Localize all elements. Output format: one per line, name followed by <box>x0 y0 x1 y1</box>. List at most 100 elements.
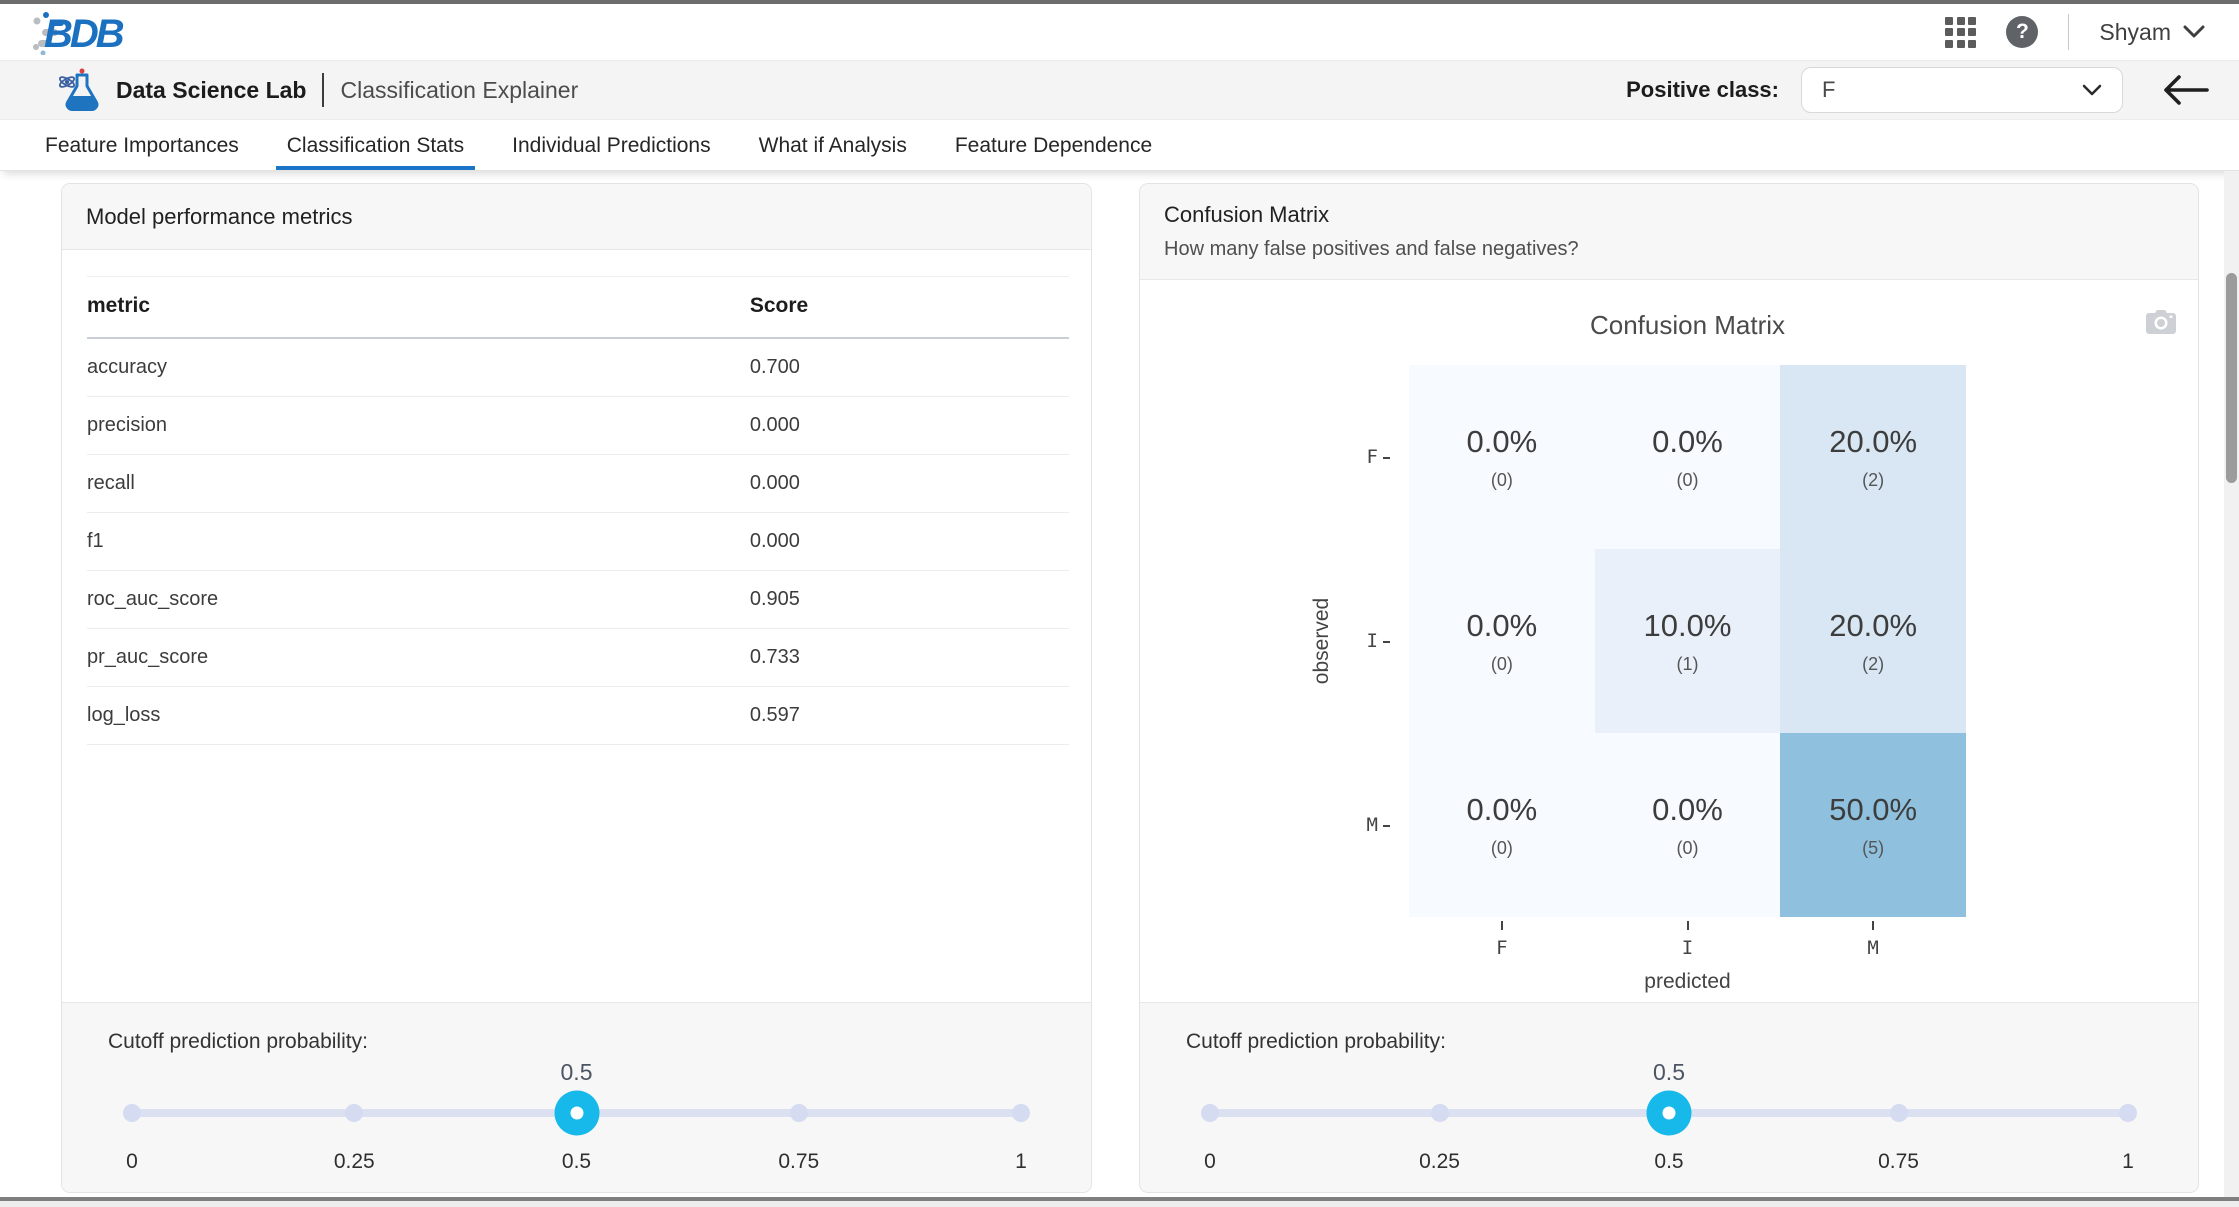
cell-count: (2) <box>1862 653 1885 674</box>
cell-percent: 0.0% <box>1466 791 1538 827</box>
cell-percent: 0.0% <box>1652 423 1723 459</box>
scrollbar-thumb[interactable] <box>2226 273 2237 483</box>
table-row: pr_auc_score 0.733 <box>87 628 1069 687</box>
confusion-matrix-header: Confusion Matrix How many false positive… <box>1140 184 2198 280</box>
page-header-left: Data Science Lab Classification Explaine… <box>58 67 578 113</box>
cutoff-panel-right: Cutoff prediction probability: 0.5 0 0.25 0.… <box>1140 1002 2198 1192</box>
tab-bar: Feature Importances Classification Stats I… <box>0 121 2239 171</box>
confusion-matrix-plot: Confusion Matrix 0.0% (0) 0.0% (0) 20.0% (2) 0… <box>1140 280 2198 1002</box>
heatmap-cell-I-M[interactable]: 20.0% (2) <box>1780 549 1966 733</box>
confusion-heatmap: 0.0% (0) 0.0% (0) 20.0% (2) 0.0% (0) 10.0% (1) 20.… <box>1409 365 1966 917</box>
slider-dot <box>123 1104 141 1122</box>
cutoff-panel-left: Cutoff prediction probability: 0.5 0 0.25 0.… <box>62 1002 1091 1192</box>
positive-class-value: F <box>1822 77 1836 102</box>
model-performance-title: Model performance metrics <box>86 203 353 229</box>
bdb-logo-icon: BDB <box>33 12 127 55</box>
heatmap-cell-I-I[interactable]: 10.0% (1) <box>1594 549 1781 733</box>
heatmap-cell-F-M[interactable]: 20.0% (2) <box>1780 365 1966 549</box>
x-tick-mark <box>1872 921 1875 930</box>
tab-what-if-analysis[interactable]: What if Analysis <box>758 133 907 157</box>
model-performance-header: Model performance metrics <box>62 184 1091 250</box>
heatmap-cell-I-F[interactable]: 0.0% (0) <box>1409 549 1595 733</box>
cell-count: (0) <box>1490 653 1513 674</box>
slider-dot <box>1012 1104 1030 1122</box>
x-axis-label: predicted <box>1644 970 1731 993</box>
cell-percent: 20.0% <box>1829 423 1918 459</box>
camera-icon[interactable] <box>2146 310 2176 339</box>
metrics-col-header-score: Score <box>749 276 1069 339</box>
y-tick-M: M <box>1140 814 1390 836</box>
tab-feature-importances[interactable]: Feature Importances <box>45 133 239 157</box>
cell-percent: 10.0% <box>1643 607 1732 643</box>
bottom-edge <box>0 1201 2239 1207</box>
heatmap-cell-M-F[interactable]: 0.0% (0) <box>1409 733 1595 917</box>
tab-classification-stats[interactable]: Classification Stats <box>275 121 476 170</box>
slider-tick-label: 0.25 <box>333 1150 375 1173</box>
cell-count: (0) <box>1676 837 1699 858</box>
slider-tick-label: 1 <box>1015 1150 1027 1173</box>
slider-tick-label: 0.25 <box>1419 1150 1460 1173</box>
metric-score: 0.700 <box>749 338 1069 397</box>
tab-individual-predictions[interactable]: Individual Predictions <box>512 133 711 157</box>
cell-count: (0) <box>1676 469 1699 490</box>
svg-text:BDB: BDB <box>44 12 124 55</box>
metric-score: 0.905 <box>749 570 1069 629</box>
positive-class-select[interactable]: F <box>1801 67 2123 113</box>
user-menu[interactable]: Shyam <box>2099 19 2205 46</box>
cell-count: (2) <box>1862 469 1885 490</box>
user-name: Shyam <box>2099 18 2171 45</box>
slider-track[interactable] <box>123 1090 1030 1136</box>
confusion-matrix-title: Confusion Matrix <box>1164 202 1330 227</box>
cell-count: (1) <box>1676 653 1699 674</box>
confusion-matrix-subtitle: How many false positives and false negat… <box>1164 238 1579 260</box>
confusion-matrix-card: Confusion Matrix How many false positive… <box>1139 183 2199 1193</box>
cutoff-slider-label: Cutoff prediction probability: <box>1186 1030 1446 1053</box>
cell-count: (0) <box>1490 469 1513 490</box>
table-row: recall 0.000 <box>87 454 1069 513</box>
metric-name: precision <box>87 396 750 455</box>
table-row: roc_auc_score 0.905 <box>87 570 1069 629</box>
top-navbar: BDB ? Shyam <box>0 4 2239 60</box>
page-header: Data Science Lab Classification Explaine… <box>0 60 2239 120</box>
horizontal-scrollbar[interactable] <box>0 1197 2239 1201</box>
vertical-scrollbar[interactable] <box>2224 171 2239 1207</box>
slider-tick-label: 0.5 <box>1654 1150 1684 1173</box>
metric-name: recall <box>87 454 750 513</box>
x-tick-mark <box>1500 921 1503 930</box>
plot-title: Confusion Matrix <box>1589 310 1786 340</box>
heatmap-cell-M-M[interactable]: 50.0% (5) <box>1780 733 1966 917</box>
metric-score: 0.597 <box>749 686 1069 745</box>
slider-tick-label: 0.75 <box>1878 1150 1919 1173</box>
y-tick-I: I <box>1140 630 1390 652</box>
slider-zone: 0.5 0 0.25 0.5 0.75 1 <box>1201 1003 2137 1192</box>
apps-grid-icon[interactable] <box>1945 16 1977 48</box>
tab-feature-dependence[interactable]: Feature Dependence <box>954 133 1153 157</box>
chevron-down-icon <box>2183 25 2205 38</box>
cell-percent: 50.0% <box>1829 791 1918 827</box>
slider-track[interactable] <box>1201 1090 2137 1136</box>
heatmap-cell-F-F[interactable]: 0.0% (0) <box>1409 365 1595 549</box>
metric-score: 0.000 <box>749 454 1069 513</box>
back-arrow-icon[interactable] <box>2163 75 2209 105</box>
metric-score: 0.733 <box>749 628 1069 687</box>
slider-zone: 0.5 0 0.25 0.5 0.75 1 <box>123 1003 1030 1192</box>
table-row: precision 0.000 <box>87 396 1069 455</box>
y-tick-F: F <box>1140 446 1390 468</box>
metric-name: accuracy <box>87 338 750 397</box>
metric-score: 0.000 <box>749 512 1069 571</box>
cell-count: (0) <box>1490 837 1513 858</box>
heatmap-cell-F-I[interactable]: 0.0% (0) <box>1594 365 1781 549</box>
cell-count: (5) <box>1862 837 1885 858</box>
slider-tick-label: 1 <box>2122 1150 2134 1173</box>
heatmap-cell-M-I[interactable]: 0.0% (0) <box>1594 733 1781 917</box>
slider-handle[interactable] <box>1646 1090 1692 1136</box>
slider-dot <box>1201 1104 1219 1122</box>
title-divider <box>322 73 325 107</box>
slider-handle[interactable] <box>554 1090 599 1136</box>
chevron-down-icon <box>2082 84 2102 96</box>
metric-name: f1 <box>87 512 750 571</box>
help-icon[interactable]: ? <box>2006 16 2039 48</box>
bdb-logo[interactable]: BDB <box>30 9 160 55</box>
table-row: log_loss 0.597 <box>87 686 1069 745</box>
